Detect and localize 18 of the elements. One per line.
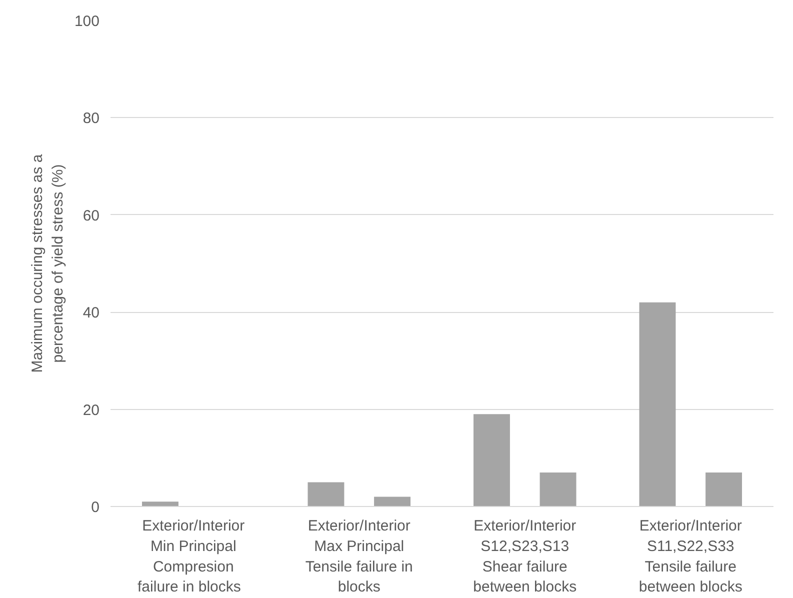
bar [706,472,742,506]
bar [374,496,411,506]
bar [473,414,510,506]
x-tick-label: Exterior/Interior Max Principal Tensile failure in blocks [305,518,413,596]
x-tick-label: Exterior/Interior S12,S23,S13 Shear failure between blocks [473,518,577,596]
y-axis-title: Maximum occuring stresses as a percentage of yield stress (%) [29,154,66,373]
y-tick-label: 60 [82,207,100,224]
x-tick-label: Exterior/Interior Min Principal Compresion failure in blocks [138,518,245,596]
y-tick-label: 100 [74,13,100,30]
bar [308,482,344,506]
bar [142,502,178,506]
y-tick-label: 20 [82,402,100,419]
y-tick-label: 80 [82,110,100,128]
bar [639,302,676,506]
bar [540,472,576,506]
y-tick-label: 40 [82,304,100,322]
y-tick-label: 0 [91,499,100,516]
x-tick-label: Exterior/Interior S11,S22,S33 Tensile failure between blocks [638,518,742,596]
